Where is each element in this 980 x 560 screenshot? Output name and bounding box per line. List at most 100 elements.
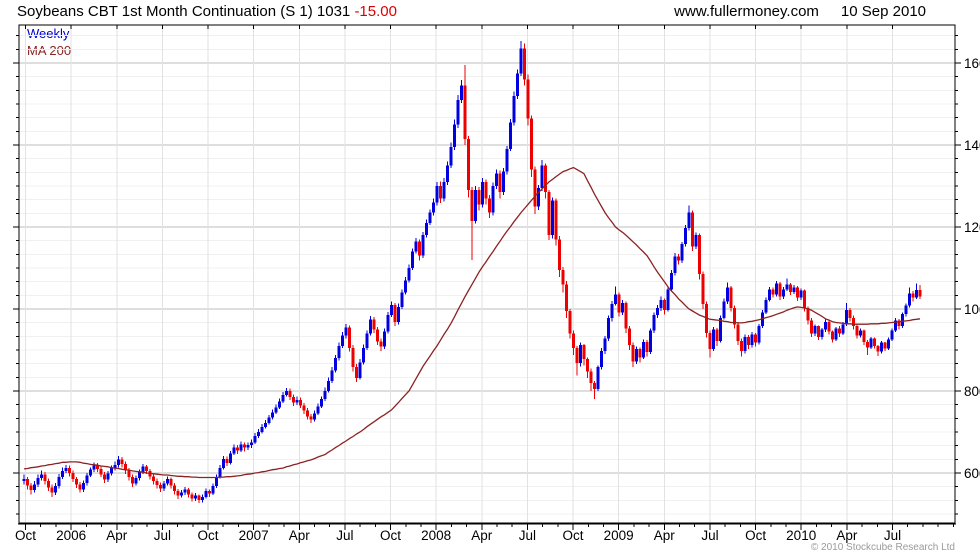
candle-body	[127, 470, 131, 478]
candle-body	[743, 336, 747, 351]
candle-body	[22, 479, 26, 482]
candle-body	[498, 173, 502, 193]
candle-body	[890, 330, 894, 340]
candle-body	[614, 294, 617, 305]
candle-body	[218, 468, 222, 478]
candle-body	[505, 149, 509, 172]
x-tick-label: Oct	[15, 528, 36, 543]
x-tick-label: Apr	[471, 528, 493, 543]
candle-body	[537, 188, 540, 207]
candle-body	[638, 349, 642, 358]
candle-body	[855, 326, 859, 336]
candle-body	[355, 367, 358, 378]
candle-body	[61, 470, 64, 478]
candle-body	[96, 465, 99, 469]
candle-body	[162, 483, 166, 489]
candle-body	[645, 341, 649, 353]
candle-body	[530, 118, 533, 170]
y-tick-label: 600	[964, 466, 980, 481]
candle-body	[712, 329, 715, 350]
candle-body	[799, 290, 803, 298]
candle-body	[582, 345, 586, 360]
candle-body	[572, 333, 575, 348]
candle-body	[176, 491, 180, 496]
candle-body	[526, 79, 530, 119]
candle-body	[547, 192, 551, 236]
candle-body	[54, 486, 57, 493]
candle-body	[782, 289, 785, 297]
x-tick-label: Apr	[106, 528, 128, 543]
candle-body	[187, 489, 190, 495]
candle-body	[208, 491, 211, 494]
candle-body	[428, 212, 432, 223]
candle-body	[551, 200, 554, 236]
x-tick-label: 2009	[604, 528, 634, 543]
ma-200-path	[23, 166, 921, 479]
y-tick-label: 1400	[964, 138, 980, 153]
candle-body	[575, 347, 579, 364]
y-tick-label: 1000	[964, 302, 980, 317]
candle-body	[99, 468, 103, 475]
candle-body	[92, 465, 96, 470]
candle-body	[624, 302, 628, 329]
candle-body	[523, 48, 526, 80]
candle-body	[264, 422, 267, 428]
candle-body	[288, 391, 292, 398]
candle-body	[110, 468, 113, 474]
candle-body	[722, 301, 726, 319]
candle-body	[883, 342, 887, 349]
candle-body	[687, 212, 691, 228]
candle-body	[232, 447, 236, 454]
candle-body	[810, 320, 813, 334]
candle-body	[236, 447, 239, 451]
candle-body	[495, 173, 498, 186]
candle-body	[362, 347, 365, 363]
candle-body	[404, 280, 407, 293]
candle-body	[460, 85, 463, 100]
candle-body	[446, 165, 449, 182]
candle-body	[887, 339, 890, 349]
ma-200-line	[23, 166, 921, 479]
x-axis: Oct 2006 Apr Jul Oct 2007 Apr Jul Oct 2008 Apr Jul O…	[15, 25, 954, 543]
candle-body	[897, 320, 901, 327]
y-tick-label: 800	[964, 384, 980, 399]
legend-ma-200: MA 200	[27, 43, 72, 58]
candle-body	[330, 370, 334, 381]
candle-body	[666, 289, 670, 310]
candle-body	[579, 345, 582, 364]
candle-body	[652, 315, 656, 331]
x-tick-label: 2010	[786, 528, 816, 543]
candle-body	[659, 299, 663, 309]
candle-body	[684, 227, 687, 245]
candle-body	[418, 241, 421, 256]
x-tick-label: Jul	[336, 528, 353, 543]
candle-body	[477, 190, 481, 205]
candle-body	[701, 274, 705, 305]
candle-body	[85, 475, 89, 483]
candle-body	[124, 463, 127, 471]
candle-body	[348, 327, 351, 348]
candle-body	[425, 222, 428, 236]
candle-body	[278, 401, 281, 408]
candle-body	[869, 338, 873, 348]
candle-body	[838, 328, 841, 334]
candle-body	[197, 495, 201, 501]
candle-body	[792, 287, 796, 292]
candle-body	[292, 397, 295, 403]
candle-body	[239, 444, 243, 451]
candle-body	[327, 380, 330, 391]
candle-body	[271, 412, 274, 418]
candle-body	[691, 212, 694, 247]
candle-body	[40, 474, 43, 478]
candle-body	[113, 464, 117, 469]
candle-body	[635, 349, 638, 362]
header-right: www.fullermoney.com 10 Sep 2010	[674, 3, 926, 20]
candle-body	[733, 308, 736, 325]
x-tick-label: Jul	[701, 528, 718, 543]
candle-body	[565, 284, 568, 312]
x-tick-label: Oct	[745, 528, 766, 543]
candle-body	[656, 308, 659, 316]
candle-body	[918, 290, 922, 297]
candle-body	[152, 476, 155, 482]
candle-body	[750, 334, 754, 346]
